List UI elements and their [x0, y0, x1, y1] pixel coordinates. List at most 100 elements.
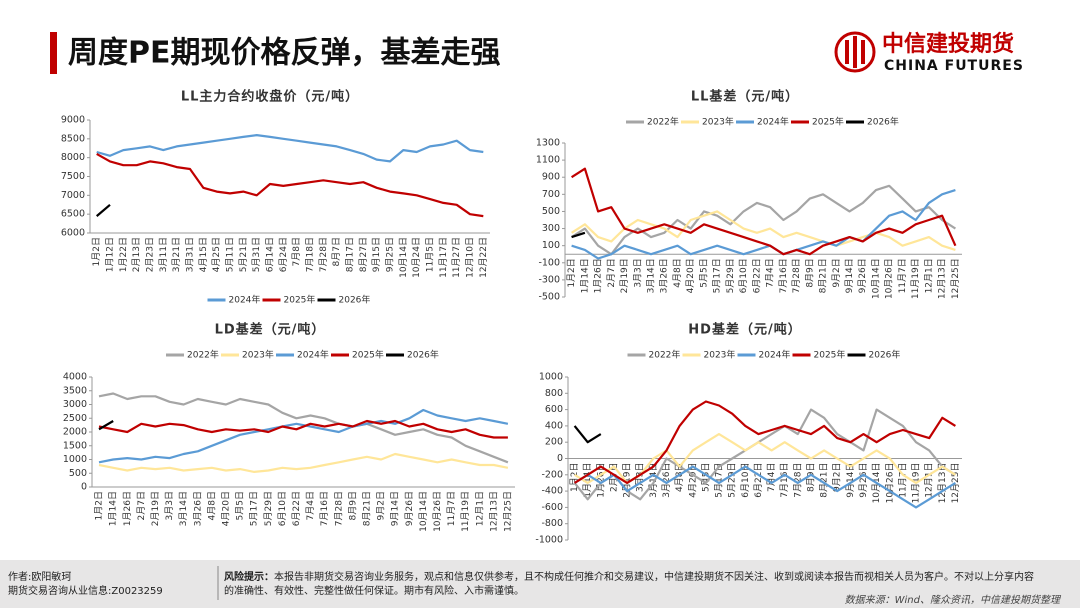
- x-tick-label: 1月12日: [105, 237, 116, 272]
- chart-title: HD基差（元/吨）: [688, 322, 801, 338]
- x-tick-label: 10月14日: [870, 258, 881, 299]
- series-line: [98, 408, 509, 464]
- y-tick-label: 400: [545, 420, 563, 431]
- x-tick-label: 4月20日: [220, 491, 231, 526]
- x-tick-label: 8月9日: [347, 491, 358, 520]
- y-tick-label: 1000: [539, 372, 563, 383]
- y-tick-label: 700: [542, 189, 560, 200]
- x-tick-label: 2月7日: [606, 258, 617, 287]
- y-tick-label: 8000: [61, 152, 85, 163]
- chart-title: LL主力合约收盘价（元/吨）: [181, 89, 359, 105]
- x-tick-label: 5月5日: [698, 258, 709, 287]
- y-tick-label: 100: [542, 240, 560, 251]
- x-tick-label: 7月28日: [333, 491, 344, 526]
- legend-label: 2025年: [284, 294, 316, 306]
- y-tick-label: 800: [545, 388, 563, 399]
- x-tick-label: 11月19日: [910, 258, 921, 299]
- y-tick-label: 8500: [61, 133, 85, 144]
- x-tick-label: 5月17日: [712, 258, 723, 293]
- x-tick-label: 5月11日: [225, 237, 236, 272]
- x-tick-label: 7月28日: [791, 258, 802, 293]
- x-tick-label: 9月14日: [390, 491, 401, 526]
- x-tick-label: 8月9日: [805, 463, 816, 492]
- x-tick-label: 7月16日: [319, 491, 330, 526]
- x-tick-label: 3月14日: [646, 258, 657, 293]
- risk: 风险提示：本报告非期货交易咨询业务服务，观点和信息仅供参考，且不构成任何推介和交…: [224, 571, 1074, 599]
- series-line: [573, 408, 956, 501]
- y-tick-label: 1000: [63, 454, 87, 465]
- x-tick-label: 1月14日: [582, 463, 593, 498]
- x-tick-label: 1月14日: [108, 491, 119, 526]
- x-tick-label: 5月5日: [700, 463, 711, 492]
- x-tick-label: 1月22日: [118, 237, 129, 272]
- x-tick-label: 8月21日: [818, 258, 829, 293]
- legend-label: 2023年: [704, 349, 736, 361]
- y-tick-label: 3500: [63, 385, 87, 396]
- x-tick-label: 9月25日: [385, 237, 396, 272]
- x-tick-label: 11月7日: [446, 491, 457, 526]
- x-tick-label: 3月3日: [632, 258, 643, 287]
- x-tick-label: 7月4日: [766, 463, 777, 492]
- x-tick-label: 3月3日: [164, 491, 175, 520]
- x-tick-label: 1月26日: [595, 463, 606, 498]
- series-line: [98, 392, 509, 464]
- x-tick-label: 5月17日: [714, 463, 725, 498]
- series-line: [96, 134, 484, 163]
- title-bar: [50, 32, 57, 74]
- x-tick-label: 2月19日: [150, 491, 161, 526]
- y-tick-label: 6000: [61, 228, 85, 239]
- x-tick-label: 10月26日: [432, 491, 443, 532]
- x-tick-label: 7月16日: [779, 463, 790, 498]
- y-tick-label: 2500: [63, 413, 87, 424]
- x-tick-label: 2月7日: [608, 463, 619, 492]
- x-tick-label: 6月10日: [277, 491, 288, 526]
- x-tick-label: 9月26日: [404, 491, 415, 526]
- x-tick-label: 11月27日: [451, 237, 462, 278]
- x-tick-label: 5月29日: [263, 491, 274, 526]
- x-tick-label: 12月1日: [924, 463, 935, 498]
- chart-title: LD基差（元/吨）: [215, 322, 326, 338]
- x-tick-label: 9月26日: [857, 258, 868, 293]
- y-tick-label: -300: [538, 274, 560, 285]
- x-tick-label: 1月2日: [91, 237, 102, 266]
- x-tick-label: 3月31日: [185, 237, 196, 272]
- x-tick-label: 10月14日: [398, 237, 409, 278]
- x-tick-label: 7月8日: [291, 237, 302, 266]
- series-line: [574, 465, 956, 509]
- x-tick-label: 8月21日: [819, 463, 830, 498]
- author: 作者:欧阳敏珂: [8, 572, 72, 583]
- x-tick-label: 3月26日: [659, 258, 670, 293]
- x-tick-label: 4月25日: [211, 237, 222, 272]
- x-tick-label: 4月8日: [206, 491, 217, 520]
- legend-label: 2024年: [229, 294, 261, 306]
- logo-cn: 中信建投期货: [882, 31, 1014, 57]
- x-tick-label: 9月2日: [376, 491, 387, 520]
- logo-en: CHINA FUTURES: [884, 58, 1024, 74]
- y-tick-label: 500: [69, 468, 87, 479]
- legend-label: 2025年: [352, 349, 384, 361]
- y-tick-label: 200: [545, 437, 563, 448]
- x-tick-label: 4月8日: [672, 258, 683, 287]
- risk-line: 本报告非期货交易咨询业务服务，观点和信息仅供参考，且不构成任何推介和交易建议，中…: [274, 572, 1034, 583]
- x-tick-label: 8月7日: [331, 237, 342, 266]
- y-tick-label: 300: [542, 223, 560, 234]
- x-tick-label: 4月20日: [685, 258, 696, 293]
- x-tick-label: 8月9日: [804, 258, 815, 287]
- x-tick-label: 12月25日: [950, 258, 961, 299]
- legend-label: 2026年: [867, 116, 899, 128]
- x-tick-label: 2月19日: [619, 258, 630, 293]
- x-tick-label: 12月1日: [923, 258, 934, 293]
- x-tick-label: 5月29日: [725, 258, 736, 293]
- x-tick-label: 6月10日: [740, 463, 751, 498]
- x-tick-label: 1月2日: [569, 463, 580, 492]
- x-tick-label: 12月13日: [937, 258, 948, 299]
- legend-label: 2025年: [814, 349, 846, 361]
- x-tick-label: 3月3日: [635, 463, 646, 492]
- chart-title: LL基差（元/吨）: [691, 89, 799, 105]
- legend-label: 2023年: [702, 116, 734, 128]
- license: 期货交易咨询从业信息:Z0023259: [8, 586, 163, 597]
- x-tick-label: 9月2日: [831, 258, 842, 287]
- x-tick-label: 4月15日: [198, 237, 209, 272]
- y-tick-label: -800: [541, 518, 563, 529]
